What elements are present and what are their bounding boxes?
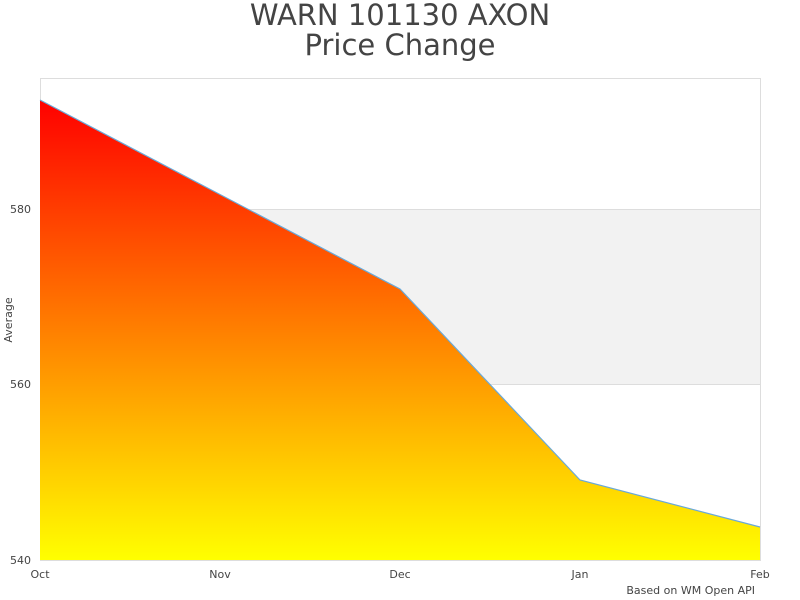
xtick-nov: Nov: [209, 568, 231, 581]
price-area: [40, 100, 760, 560]
ytick-540: 540: [10, 554, 31, 567]
xtick-feb: Feb: [750, 568, 769, 581]
ytick-580: 580: [10, 203, 31, 216]
xtick-dec: Dec: [389, 568, 410, 581]
xtick-jan: Jan: [571, 568, 589, 581]
xtick-oct: Oct: [30, 568, 50, 581]
y-axis-label: Average: [2, 297, 15, 342]
credit-text: Based on WM Open API: [626, 584, 755, 597]
ytick-560: 560: [10, 378, 31, 391]
chart-title: WARN 101130 AXON Price Change: [0, 0, 800, 60]
chart-title-line2: Price Change: [304, 28, 496, 62]
price-line: [39, 99, 761, 528]
chart-title-line1: WARN 101130 AXON: [249, 0, 551, 32]
